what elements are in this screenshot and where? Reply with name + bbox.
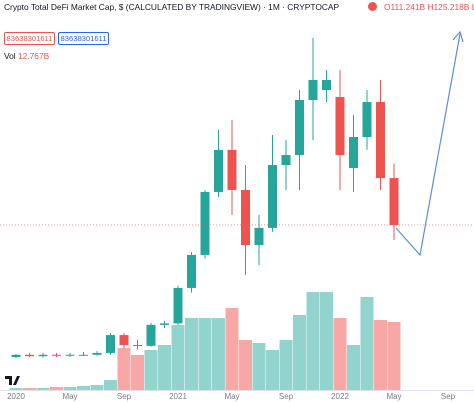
candle-body: [146, 324, 156, 346]
candle-body: [65, 354, 75, 356]
x-tick-label: 2022: [331, 392, 349, 401]
x-tick-label: May: [224, 392, 239, 401]
volume-bar: [158, 344, 171, 390]
candle-body: [173, 287, 183, 324]
volume-bar: [266, 349, 279, 390]
chart-title: Crypto Total DeFi Market Cap, $ (CALCULA…: [4, 2, 340, 12]
candle-body: [254, 227, 264, 245]
open-value: O111.241B: [384, 2, 426, 12]
volume-bar: [131, 355, 144, 390]
volume-bar: [9, 387, 23, 390]
candle-body: [214, 149, 223, 192]
candle-body: [52, 354, 61, 356]
candle-body: [160, 323, 169, 325]
status-icon: [368, 2, 377, 11]
vol-value: 12.767B: [17, 51, 50, 61]
candle-body: [295, 99, 304, 155]
volume-bar: [293, 314, 306, 390]
candle-body: [25, 354, 34, 357]
logo: [5, 376, 20, 385]
candle-body: [106, 335, 115, 353]
x-tick-label: May: [386, 392, 401, 401]
candle-body: [376, 102, 385, 179]
ohlc: O111.241B H125.218B L7: [384, 2, 474, 12]
volume-bar: [252, 343, 266, 390]
candle-body: [227, 149, 237, 190]
candle-body: [389, 178, 399, 225]
x-tick-label: May: [62, 392, 77, 401]
candle-body: [241, 189, 250, 245]
high-value: H125.218B: [427, 2, 470, 12]
volume-bar: [77, 386, 90, 390]
volume-bar: [185, 318, 198, 390]
buy-button[interactable]: 83638301611: [58, 32, 109, 45]
volume-bar: [117, 348, 131, 390]
low-value: L7: [472, 2, 474, 12]
volume-bar: [279, 339, 293, 390]
volume-bar: [225, 308, 239, 390]
volume-bar: [144, 349, 158, 390]
volume-bar: [387, 321, 401, 390]
marks: [9, 37, 401, 390]
arrow-head: [452, 30, 464, 43]
candle-body: [187, 254, 196, 288]
sell-button[interactable]: 83638301611: [4, 32, 55, 45]
vol-label: Vol: [4, 51, 16, 61]
x-tick-label: 2021: [169, 392, 187, 401]
x-tick-label: Sep: [441, 392, 456, 401]
volume-legend: Vol 12.767B: [4, 51, 49, 61]
candle-body: [11, 354, 21, 358]
volume-bar: [63, 387, 77, 390]
candle-body: [133, 344, 142, 346]
candle-body: [362, 102, 372, 138]
x-tick-label: Sep: [279, 392, 294, 401]
candle-body: [92, 352, 102, 355]
volume-bar: [320, 292, 333, 390]
candle-body: [119, 335, 129, 345]
candle-body: [281, 154, 291, 166]
candle-body: [322, 79, 331, 91]
x-tick-label: Sep: [117, 392, 132, 401]
volume-bar: [306, 292, 320, 390]
volume-bar: [171, 325, 185, 390]
volume-bar: [36, 387, 50, 390]
volume-bar: [333, 318, 347, 390]
volume-bar: [239, 339, 252, 390]
volume-bar: [23, 387, 36, 390]
volume-bar: [212, 318, 225, 390]
candle-body: [349, 137, 358, 168]
volume-bar: [90, 384, 104, 390]
volume-bar: [347, 344, 360, 390]
volume-bar: [50, 387, 63, 390]
x-tick-label: 2020: [7, 392, 25, 401]
drawn-arrow: [395, 33, 461, 257]
candle-body: [200, 191, 210, 255]
volume-bar: [104, 379, 117, 390]
volume-bar: [198, 318, 212, 390]
candle-body: [38, 354, 48, 357]
volume-bar: [374, 320, 387, 390]
candle-body: [268, 165, 277, 228]
candle-body: [308, 79, 318, 100]
candle-body: [79, 354, 88, 356]
candle-body: [335, 97, 345, 155]
volume-bar: [360, 296, 374, 390]
